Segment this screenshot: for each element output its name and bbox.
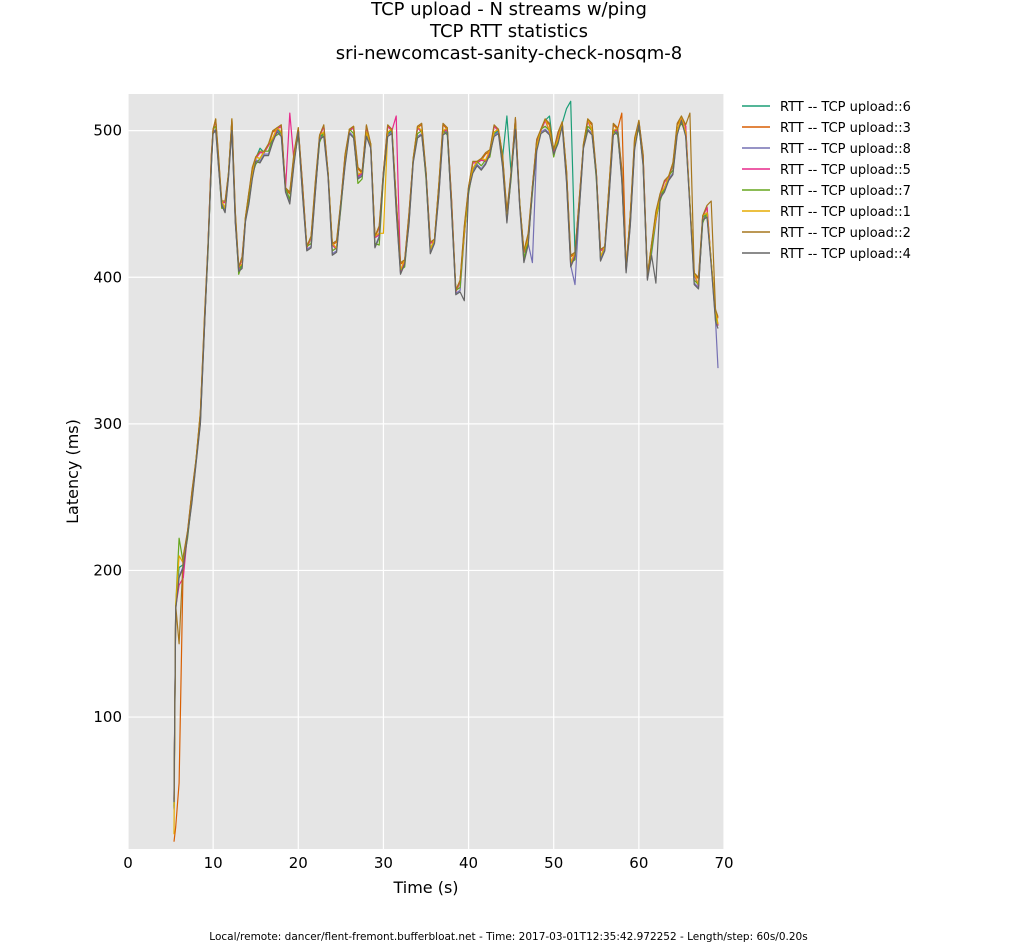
- legend-label: RTT -- TCP upload::2: [780, 226, 911, 241]
- legend-item: RTT -- TCP upload::1: [742, 205, 911, 220]
- y-tick-label-300: 300: [93, 415, 122, 433]
- x-axis-ticks: 0 10 20 30 40 50 60 70: [123, 854, 733, 872]
- legend-item: RTT -- TCP upload::4: [742, 247, 911, 262]
- x-tick-label-20: 20: [289, 854, 308, 872]
- legend-item: RTT -- TCP upload::3: [742, 121, 911, 136]
- grid-lines: [127, 94, 725, 849]
- plot-area: [128, 94, 724, 849]
- footer-metadata: Local/remote: dancer/flent-fremont.buffe…: [209, 931, 808, 943]
- y-tick-label-500: 500: [93, 122, 122, 140]
- title-line-2: TCP RTT statistics: [429, 21, 588, 42]
- legend-item: RTT -- TCP upload::8: [742, 142, 911, 157]
- x-tick-label-60: 60: [629, 854, 648, 872]
- title-line-1: TCP upload - N streams w/ping: [370, 0, 647, 20]
- legend-label: RTT -- TCP upload::8: [780, 142, 911, 157]
- y-tick-label-200: 200: [93, 561, 122, 579]
- x-tick-label-30: 30: [374, 854, 393, 872]
- title-line-3: sri-newcomcast-sanity-check-nosqm-8: [336, 43, 682, 64]
- y-tick-label-100: 100: [93, 708, 122, 726]
- legend-item: RTT -- TCP upload::5: [742, 163, 911, 178]
- series-line-8: [173, 119, 719, 803]
- y-axis-label: Latency (ms): [63, 419, 82, 524]
- x-tick-label-0: 0: [123, 854, 133, 872]
- x-tick-label-50: 50: [544, 854, 563, 872]
- legend-label: RTT -- TCP upload::5: [780, 163, 911, 178]
- x-axis-label: Time (s): [392, 878, 458, 897]
- y-axis-ticks: 100 200 300 400 500: [93, 122, 122, 726]
- legend-item: RTT -- TCP upload::7: [742, 184, 911, 199]
- series-lines: [173, 100, 719, 842]
- legend-label: RTT -- TCP upload::1: [780, 205, 911, 220]
- y-tick-label-400: 400: [93, 268, 122, 286]
- legend-item: RTT -- TCP upload::2: [742, 226, 911, 241]
- x-tick-label-70: 70: [714, 854, 733, 872]
- chart-title: TCP upload - N streams w/ping TCP RTT st…: [336, 0, 682, 64]
- legend-label: RTT -- TCP upload::7: [780, 184, 911, 199]
- legend-label: RTT -- TCP upload::6: [780, 100, 911, 115]
- legend-item: RTT -- TCP upload::6: [742, 100, 911, 115]
- x-tick-label-40: 40: [459, 854, 478, 872]
- legend-label: RTT -- TCP upload::4: [780, 247, 911, 262]
- x-tick-label-10: 10: [204, 854, 223, 872]
- legend-label: RTT -- TCP upload::3: [780, 121, 911, 136]
